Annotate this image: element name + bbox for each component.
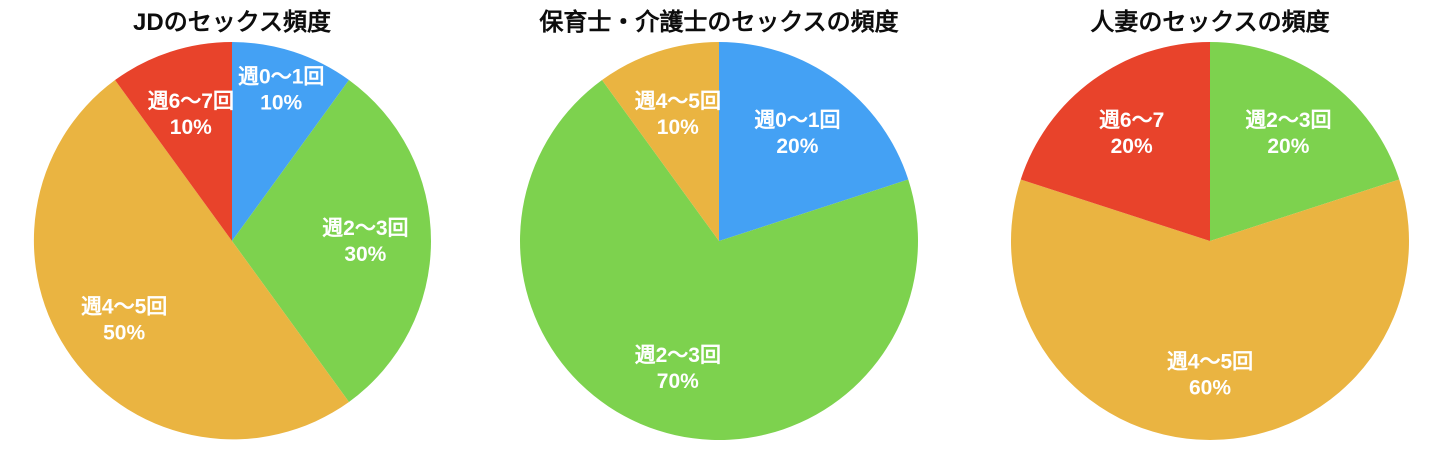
- slice-label-percent: 60%: [1189, 376, 1231, 399]
- slice-label-category: 週4〜5回: [1167, 350, 1253, 373]
- pie-chart-2: 週0〜1回 20% 週2〜3回 70% 週4〜5回 10% 保育士・介護士のセックスの頻度: [519, 8, 918, 441]
- pie-slice: [1020, 42, 1210, 241]
- slice-label: 週6〜7回 10%: [148, 90, 234, 139]
- slice-label-category: 週4〜5回: [635, 90, 721, 113]
- slice-label-category: 週6〜7: [1099, 109, 1164, 132]
- slice-label: 週4〜5回 50%: [81, 295, 167, 344]
- pie-slice: [519, 80, 918, 441]
- slice-label: 週4〜5回 10%: [635, 90, 721, 139]
- slice-label-percent: 20%: [1267, 135, 1309, 158]
- slice-label-percent: 10%: [170, 116, 212, 139]
- slice-label: 週4〜5回 60%: [1167, 350, 1253, 399]
- slice-label-category: 週0〜1回: [754, 109, 840, 132]
- slice-label-percent: 10%: [260, 92, 302, 115]
- slice-label: 週0〜1回 10%: [238, 66, 324, 115]
- slice-label-category: 週0〜1回: [238, 66, 324, 89]
- slice-label: 週6〜7 20%: [1099, 109, 1164, 158]
- slice-label-percent: 70%: [657, 370, 699, 393]
- slice-label-category: 週2〜3回: [322, 217, 408, 240]
- slice-label: 週2〜3回 20%: [1245, 109, 1331, 158]
- pie-chart-1: 週0〜1回 10% 週2〜3回 30% 週4〜5回 50% 週6〜7回 10% JDのセックス頻…: [33, 8, 431, 440]
- slice-label-percent: 20%: [776, 135, 818, 158]
- slice-label-percent: 20%: [1111, 135, 1153, 158]
- slice-label-percent: 10%: [657, 116, 699, 139]
- pie-slice: [719, 42, 909, 241]
- pie-slice: [602, 42, 719, 241]
- pie-slice: [33, 80, 349, 440]
- slice-label-percent: 30%: [344, 243, 386, 266]
- slice-label-category: 週6〜7回: [148, 90, 234, 113]
- chart-title: 人妻のセックスの頻度: [1090, 8, 1330, 36]
- slice-label: 週0〜1回 20%: [754, 109, 840, 158]
- slice-label-category: 週4〜5回: [81, 295, 167, 318]
- chart-title: 保育士・介護士のセックスの頻度: [538, 8, 899, 36]
- pie-slice: [1210, 42, 1400, 241]
- pie-chart-3: 週2〜3回 20% 週4〜5回 60% 週6〜7 20% 人妻のセックスの頻度: [1011, 8, 1410, 441]
- slice-label-category: 週2〜3回: [635, 344, 721, 367]
- slice-label: 週2〜3回 30%: [322, 217, 408, 266]
- slice-label-percent: 50%: [103, 321, 145, 344]
- pie-slice: [232, 42, 349, 241]
- chart-title: JDのセックス頻度: [133, 8, 332, 36]
- pie-slice: [1011, 179, 1410, 441]
- slice-label-category: 週2〜3回: [1245, 109, 1331, 132]
- slice-label: 週2〜3回 70%: [635, 344, 721, 393]
- pie-slice: [232, 80, 431, 402]
- pie-slice: [115, 42, 232, 241]
